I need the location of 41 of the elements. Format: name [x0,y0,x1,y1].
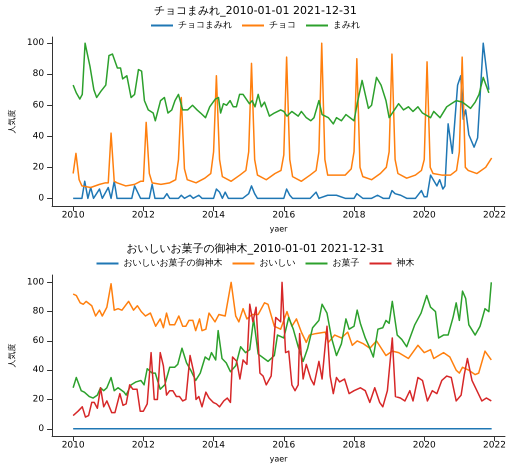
x-tick-label: 2014 [202,210,226,221]
y-tick-label: 100 [26,277,44,288]
legend-label: おいしいお菓子の御神木 [124,258,222,268]
x-tick-label: 2018 [342,440,366,451]
line-series [72,282,492,376]
legend-label: おいしい [260,258,296,268]
y-tick-label: 60 [32,336,44,346]
y-tick-label: 0 [38,424,44,434]
y-tick-label: 0 [38,193,44,204]
x-tick-label: 2020 [412,210,436,221]
chart-title: おいしいお菓子の御神木_2010-01-01 2021-12-31 [126,242,384,255]
x-tick-label: 2016 [272,440,296,451]
legend-label: チョコまみれ [178,20,232,30]
x-axis-title: yaer [270,224,288,234]
x-tick-label: 2010 [62,210,85,221]
x-tick-label: 2016 [272,210,296,221]
y-tick-label: 80 [32,69,44,80]
x-tick-label: 2022 [483,210,506,221]
x-tick-label: 2012 [132,440,155,451]
y-tick-label: 100 [26,38,44,48]
legend-label: お菓子 [332,258,360,268]
line-series [72,42,490,125]
y-tick-label: 20 [32,162,44,172]
legend-label: チョコ [269,20,296,30]
x-tick-label: 2020 [412,440,436,451]
y-tick-label: 40 [32,365,44,376]
y-tick-label: 40 [32,131,44,142]
legend-label: 神木 [396,258,414,268]
x-tick-label: 2014 [202,440,226,451]
x-tick-label: 2010 [62,440,85,451]
x-tick-label: 2012 [132,210,155,221]
y-axis-title: 人気度 [8,110,16,134]
y-tick-label: 60 [32,100,44,110]
y-tick-label: 20 [32,394,44,404]
x-axis-title: yaer [270,454,288,464]
legend-label: まみれ [333,20,360,30]
x-tick-label: 2022 [483,440,506,451]
y-axis-title: 人気度 [8,344,16,368]
x-tick-label: 2018 [342,210,366,221]
chart-title: チョコまみれ_2010-01-01 2021-12-31 [154,4,357,17]
y-tick-label: 80 [32,306,44,317]
